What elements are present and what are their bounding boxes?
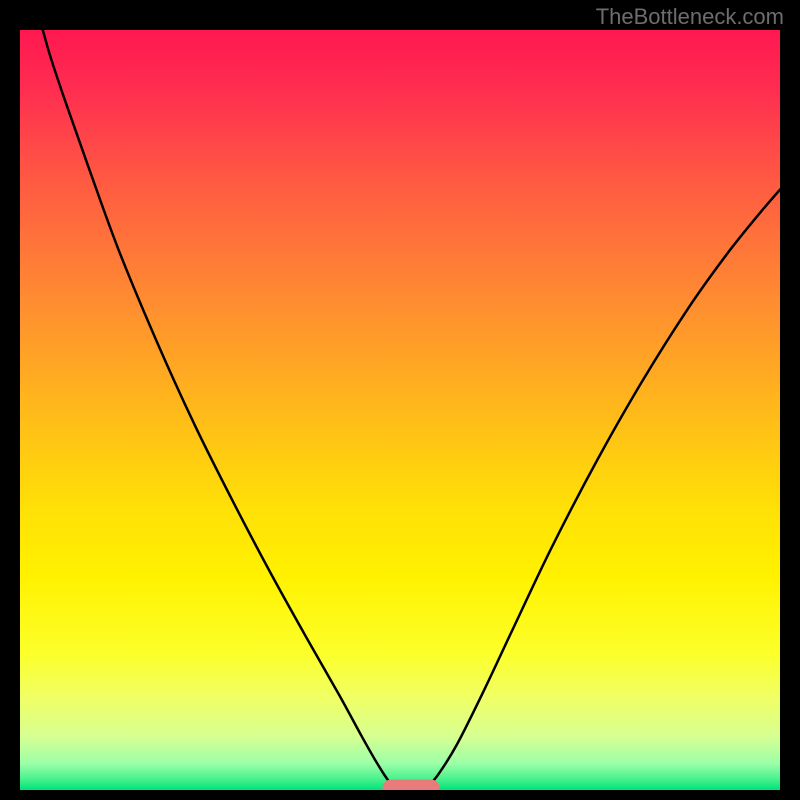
curve-right-branch [427,190,780,788]
watermark-text: TheBottleneck.com [596,4,784,30]
chart-curve [20,30,780,790]
curve-left-branch [43,30,396,788]
chart-area [20,30,780,790]
chart-plot-region [20,30,780,790]
minimum-marker [383,779,440,790]
